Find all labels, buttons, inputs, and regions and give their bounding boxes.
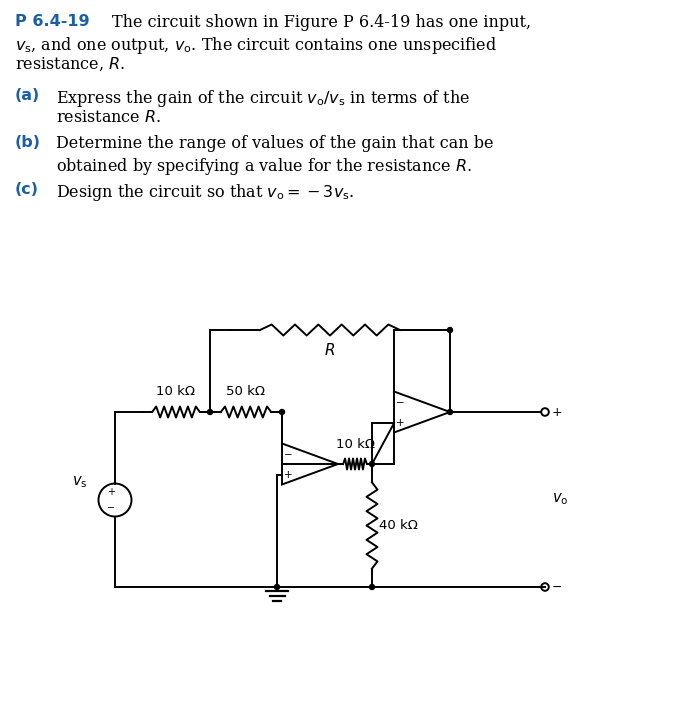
Text: +: + [107, 487, 115, 497]
Text: resistance, $R$.: resistance, $R$. [15, 56, 125, 74]
Text: $-$: $-$ [395, 396, 405, 406]
Circle shape [447, 409, 453, 414]
Text: $v_{\rm s}$: $v_{\rm s}$ [72, 474, 88, 490]
Text: $v_{\rm s}$, and one output, $v_{\rm o}$. The circuit contains one unspecified: $v_{\rm s}$, and one output, $v_{\rm o}$… [15, 35, 497, 56]
Text: $R$: $R$ [325, 342, 336, 358]
Text: 40 kΩ: 40 kΩ [379, 519, 418, 532]
Text: resistance $R$.: resistance $R$. [56, 109, 161, 126]
Circle shape [447, 328, 453, 333]
Circle shape [208, 409, 213, 414]
Circle shape [369, 461, 374, 466]
Text: 10 kΩ: 10 kΩ [336, 438, 374, 451]
Text: (a): (a) [15, 88, 41, 103]
Text: 50 kΩ: 50 kΩ [226, 385, 266, 398]
Text: Determine the range of values of the gain that can be: Determine the range of values of the gai… [56, 135, 493, 152]
Text: −: − [107, 503, 115, 513]
Text: (c): (c) [15, 182, 39, 197]
Text: $+$: $+$ [283, 469, 292, 480]
Text: +: + [552, 406, 563, 419]
Text: The circuit shown in Figure P 6.4-19 has one input,: The circuit shown in Figure P 6.4-19 has… [112, 14, 531, 31]
Circle shape [279, 409, 285, 414]
Text: Express the gain of the circuit $v_{\rm o}/v_{\rm s}$ in terms of the: Express the gain of the circuit $v_{\rm … [56, 88, 470, 109]
Text: P 6.4-19: P 6.4-19 [15, 14, 89, 29]
Text: 10 kΩ: 10 kΩ [156, 385, 195, 398]
Text: $v_{\rm o}$: $v_{\rm o}$ [552, 492, 568, 508]
Text: obtained by specifying a value for the resistance $R$.: obtained by specifying a value for the r… [56, 156, 472, 177]
Text: −: − [552, 580, 563, 593]
Text: Design the circuit so that $v_{\rm o} = -3v_{\rm s}$.: Design the circuit so that $v_{\rm o} = … [56, 182, 354, 203]
Circle shape [275, 585, 279, 589]
Text: (b): (b) [15, 135, 41, 150]
Text: $+$: $+$ [395, 417, 405, 428]
Text: $-$: $-$ [283, 448, 292, 458]
Circle shape [369, 585, 374, 589]
